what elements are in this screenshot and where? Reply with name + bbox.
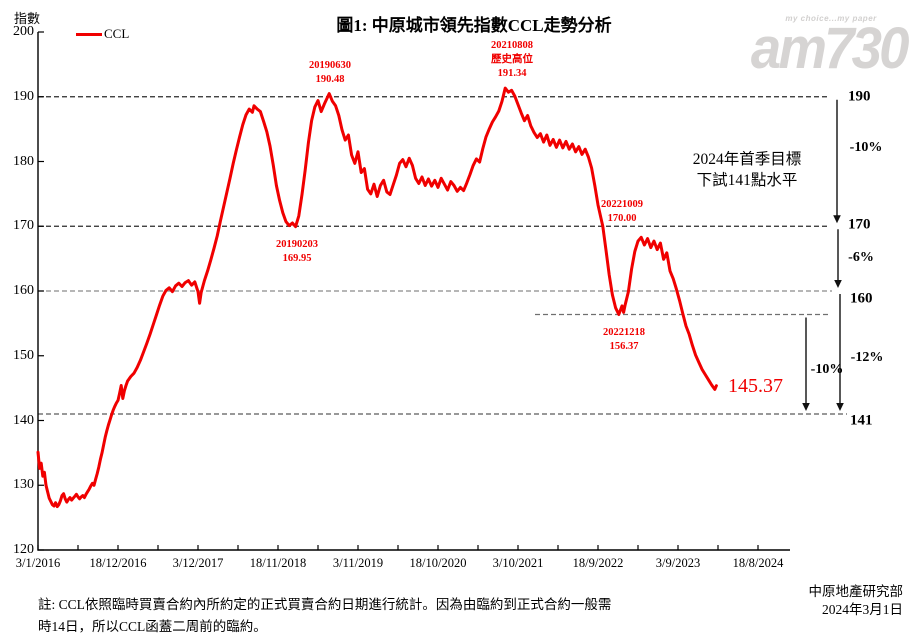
- percent-change-label: -10%: [810, 362, 844, 377]
- y-axis-tick-label: 160: [13, 283, 34, 298]
- y-axis-tick-label: 150: [13, 347, 34, 363]
- y-axis-tick-label: 170: [13, 218, 34, 234]
- chart-title: 圖1: 中原城市領先指數CCL走勢分析: [336, 16, 612, 35]
- drop-arrow-head: [833, 215, 841, 224]
- percent-change-label: -6%: [848, 250, 874, 265]
- credit-date: 2024年3月1日: [822, 602, 903, 617]
- x-axis-tick-label: 18/8/2024: [732, 556, 784, 570]
- y-axis-tick-label: 120: [13, 542, 34, 557]
- am730-logo: am730: [751, 16, 909, 81]
- source-credit: 中原地產研究部 2024年3月1日: [809, 583, 904, 619]
- percent-change-label: -10%: [849, 140, 883, 155]
- target-note-line1: 2024年首季目標: [692, 151, 802, 168]
- x-axis-tick-label: 3/10/2021: [492, 556, 544, 570]
- target-note-line2: 下試141點水平: [696, 172, 798, 189]
- data-annotation: 20221009 170.00: [601, 198, 643, 226]
- am730-watermark: my choice...my paper am730: [741, 14, 909, 81]
- footnote: 註: CCL依照臨時買賣合約內所約定的正式買賣合約日期進行統計。因為由臨約到正式…: [38, 594, 611, 638]
- x-axis-tick-label: 3/1/2016: [15, 556, 61, 570]
- x-axis-tick-label: 3/11/2019: [332, 556, 384, 570]
- y-axis-title: 指數: [14, 11, 41, 26]
- reference-label-170: 170: [848, 216, 871, 233]
- credit-org: 中原地產研究部: [808, 584, 904, 599]
- x-axis-tick-label: 18/12/2016: [89, 556, 147, 570]
- x-axis-tick-label: 18/11/2018: [249, 556, 307, 570]
- data-annotation: 20221218 156.37: [603, 326, 645, 354]
- footnote-line1: 註: CCL依照臨時買賣合約內所約定的正式買賣合約日期進行統計。因為由臨約到正式…: [38, 597, 612, 612]
- drop-arrow-head: [836, 403, 844, 412]
- x-axis-tick-label: 18/9/2022: [572, 556, 624, 570]
- x-axis-tick-label: 3/12/2017: [172, 556, 224, 570]
- annotation-line: 歷史高位: [491, 54, 533, 65]
- annotation-line: 191.34: [497, 68, 527, 79]
- reference-label-141: 141: [850, 412, 873, 429]
- y-axis-tick-label: 180: [13, 153, 34, 169]
- data-annotation: 20210808 歷史高位 191.34: [491, 39, 533, 81]
- annotation-line: 20190203: [276, 239, 318, 250]
- footnote-line2: 時14日，所以CCL函蓋二周前的臨約。: [38, 619, 267, 634]
- current-value-label: 145.37: [728, 375, 783, 397]
- y-axis-tick-label: 140: [13, 412, 34, 428]
- drop-arrow-head: [802, 403, 810, 412]
- annotation-line: 20221009: [601, 199, 643, 210]
- y-axis-tick-label: 200: [13, 24, 34, 39]
- data-annotation: 20190630 190.48: [309, 59, 351, 87]
- x-axis-tick-label: 3/9/2023: [655, 556, 701, 570]
- reference-label-190: 190: [848, 88, 871, 105]
- x-axis-tick-label: 18/10/2020: [409, 556, 467, 570]
- annotation-line: 20210808: [491, 40, 533, 51]
- annotation-line: 170.00: [607, 213, 637, 224]
- target-note: 2024年首季目標 下試141點水平: [693, 149, 802, 191]
- annotation-line: 156.37: [609, 341, 639, 352]
- percent-change-label: -12%: [850, 350, 884, 365]
- annotation-line: 20221218: [603, 327, 645, 338]
- watermark-tagline: my choice...my paper: [785, 14, 877, 23]
- ccl-line: [36, 86, 718, 509]
- reference-label-160: 160: [850, 290, 873, 307]
- data-annotation: 20190203 169.95: [276, 238, 318, 266]
- drop-arrow-head: [834, 280, 842, 288]
- annotation-line: 190.48: [315, 74, 345, 85]
- legend-line-swatch: [76, 33, 102, 36]
- annotation-line: 20190630: [309, 60, 351, 71]
- legend-series-label: CCL: [104, 26, 130, 41]
- y-axis-tick-label: 130: [13, 477, 34, 493]
- annotation-line: 169.95: [282, 253, 312, 264]
- y-axis-tick-label: 190: [13, 88, 34, 104]
